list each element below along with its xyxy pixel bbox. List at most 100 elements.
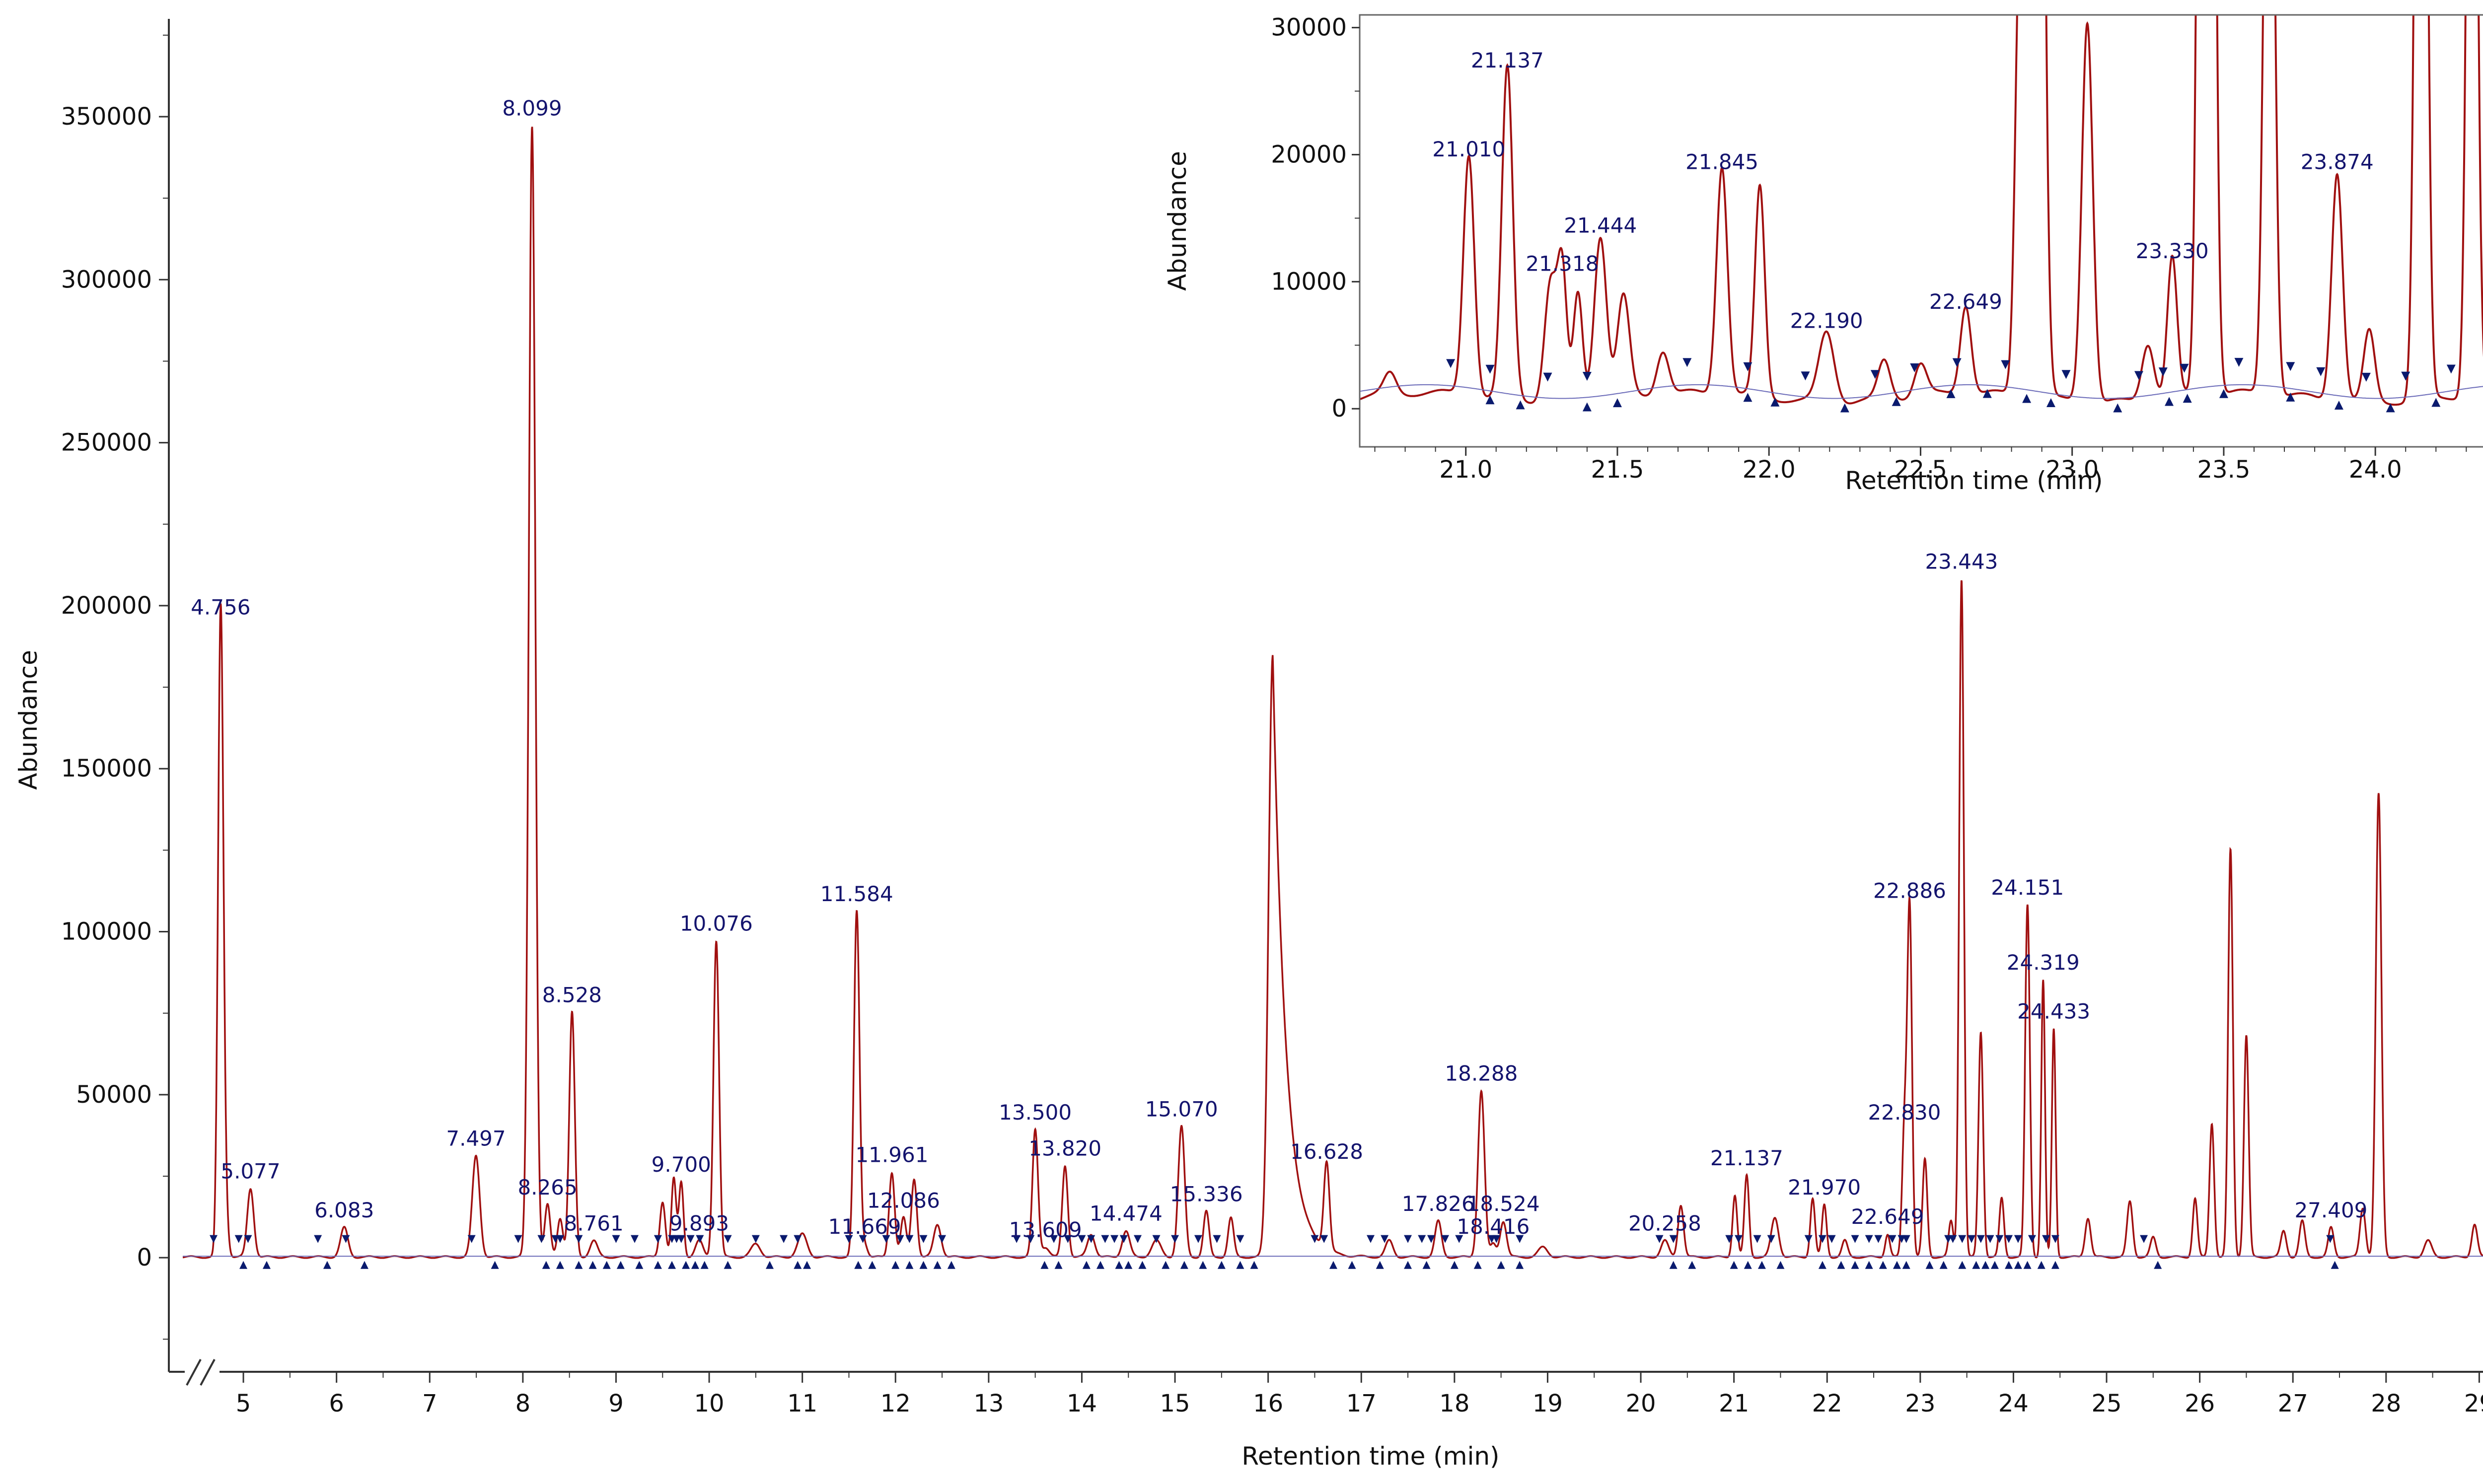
peak-start-marker — [575, 1235, 583, 1243]
x-tick-label: 25 — [2091, 1390, 2121, 1417]
x-tick-label: 10 — [694, 1390, 725, 1417]
x-tick-label: 6 — [329, 1390, 344, 1417]
peak-end-marker — [1925, 1261, 1934, 1269]
peak-start-marker — [1194, 1235, 1202, 1243]
peak-start-marker — [751, 1235, 760, 1243]
peak-start-marker — [794, 1235, 802, 1243]
x-tick-label: 27 — [2278, 1390, 2308, 1417]
peak-start-marker — [1492, 1235, 1501, 1243]
peak-end-marker — [1138, 1261, 1147, 1269]
x-tick-label: 24.0 — [2349, 456, 2402, 484]
peak-label: 22.830 — [1868, 1100, 1941, 1125]
peak-end-marker — [803, 1261, 811, 1269]
peak-end-marker — [794, 1261, 802, 1269]
y-tick-label: 50000 — [76, 1081, 152, 1109]
peak-start-marker — [1958, 1235, 1967, 1243]
peak-end-marker — [1958, 1261, 1967, 1269]
peak-end-marker — [1840, 403, 1849, 413]
peak-label: 9.700 — [652, 1152, 711, 1177]
peak-start-marker — [1870, 370, 1880, 379]
peak-start-marker — [467, 1235, 476, 1243]
peak-label: 20.258 — [1628, 1211, 1701, 1235]
peak-end-marker — [1939, 1261, 1948, 1269]
inset-background — [1169, 0, 2483, 496]
peak-end-marker — [616, 1261, 625, 1269]
x-tick-label: 12 — [880, 1390, 911, 1417]
peak-end-marker — [1124, 1261, 1133, 1269]
y-tick-label: 300000 — [61, 266, 152, 293]
peak-start-marker — [896, 1235, 904, 1243]
peak-end-marker — [491, 1261, 499, 1269]
peak-label: 12.086 — [867, 1188, 940, 1212]
peak-end-marker — [2014, 1261, 2022, 1269]
peak-start-marker — [1743, 362, 1753, 371]
peak-start-marker — [1851, 1235, 1859, 1243]
peak-start-marker — [2446, 364, 2456, 374]
peak-start-marker — [1441, 1235, 1450, 1243]
x-tick-label: 19 — [1533, 1390, 1563, 1417]
peak-end-marker — [2046, 398, 2055, 408]
peak-label: 18.288 — [1445, 1061, 1518, 1085]
peak-start-marker — [1026, 1235, 1035, 1243]
peak-start-marker — [612, 1235, 620, 1243]
peak-end-marker — [1115, 1261, 1123, 1269]
chromatogram-trace — [1360, 15, 2483, 406]
peak-start-marker — [1455, 1235, 1463, 1243]
peak-start-marker — [1311, 1235, 1319, 1243]
y-tick-label: 10000 — [1271, 268, 1347, 295]
peak-start-marker — [630, 1235, 639, 1243]
peak-end-marker — [1450, 1261, 1459, 1269]
peak-end-marker — [1837, 1261, 1845, 1269]
peak-start-marker — [556, 1235, 564, 1243]
x-tick-label: 9 — [608, 1390, 624, 1417]
peak-end-marker — [1669, 1261, 1678, 1269]
peak-end-marker — [2431, 398, 2441, 407]
peak-start-marker — [1968, 1235, 1975, 1243]
peak-start-marker — [845, 1235, 853, 1243]
peak-start-marker — [1013, 1235, 1021, 1243]
inset-frame — [1359, 14, 2483, 448]
peak-end-marker — [602, 1261, 611, 1269]
peak-end-marker — [2154, 1261, 2162, 1269]
peak-start-marker — [1404, 1235, 1412, 1243]
peak-end-marker — [1180, 1261, 1188, 1269]
peak-start-marker — [1753, 1235, 1761, 1243]
peak-end-marker — [1730, 1261, 1738, 1269]
x-tick-label: 23.5 — [2197, 456, 2250, 484]
peak-start-marker — [1874, 1235, 1883, 1243]
peak-end-marker — [2165, 397, 2174, 406]
peak-end-marker — [868, 1261, 876, 1269]
y-tick-label: 150000 — [61, 755, 152, 782]
peak-start-marker — [1818, 1235, 1826, 1243]
peak-label: 21.137 — [1471, 48, 1544, 72]
peak-label: 21.845 — [1685, 150, 1758, 174]
peak-end-marker — [891, 1261, 900, 1269]
peak-start-marker — [1888, 1235, 1897, 1243]
peak-end-marker — [1851, 1261, 1859, 1269]
peak-label: 15.070 — [1145, 1097, 1218, 1122]
peak-start-marker — [1682, 358, 1692, 367]
x-tick-label: 23.0 — [2045, 456, 2099, 484]
peak-end-marker — [1744, 1261, 1752, 1269]
peak-end-marker — [635, 1261, 644, 1269]
peak-start-marker — [1381, 1235, 1389, 1243]
y-tick-label: 350000 — [61, 103, 152, 131]
peak-end-marker — [854, 1261, 863, 1269]
peak-label: 4.756 — [191, 595, 250, 619]
peak-start-marker — [882, 1235, 890, 1243]
peak-start-marker — [1516, 1235, 1524, 1243]
peak-end-marker — [700, 1261, 709, 1269]
peak-end-marker — [360, 1261, 368, 1269]
peak-end-marker — [323, 1261, 331, 1269]
peak-start-marker — [1949, 1235, 1957, 1243]
peak-start-marker — [2028, 1235, 2036, 1243]
x-axis-title: Retention time (min) — [1242, 1442, 1499, 1471]
peak-label: 9.893 — [669, 1211, 729, 1235]
peak-start-marker — [1804, 1235, 1813, 1243]
peak-start-marker — [780, 1235, 788, 1243]
peak-start-marker — [2051, 1235, 2059, 1243]
peak-end-marker — [542, 1261, 550, 1269]
x-tick-label: 11 — [787, 1390, 817, 1417]
peak-end-marker — [1982, 389, 1992, 398]
peak-label: 18.416 — [1457, 1214, 1530, 1239]
